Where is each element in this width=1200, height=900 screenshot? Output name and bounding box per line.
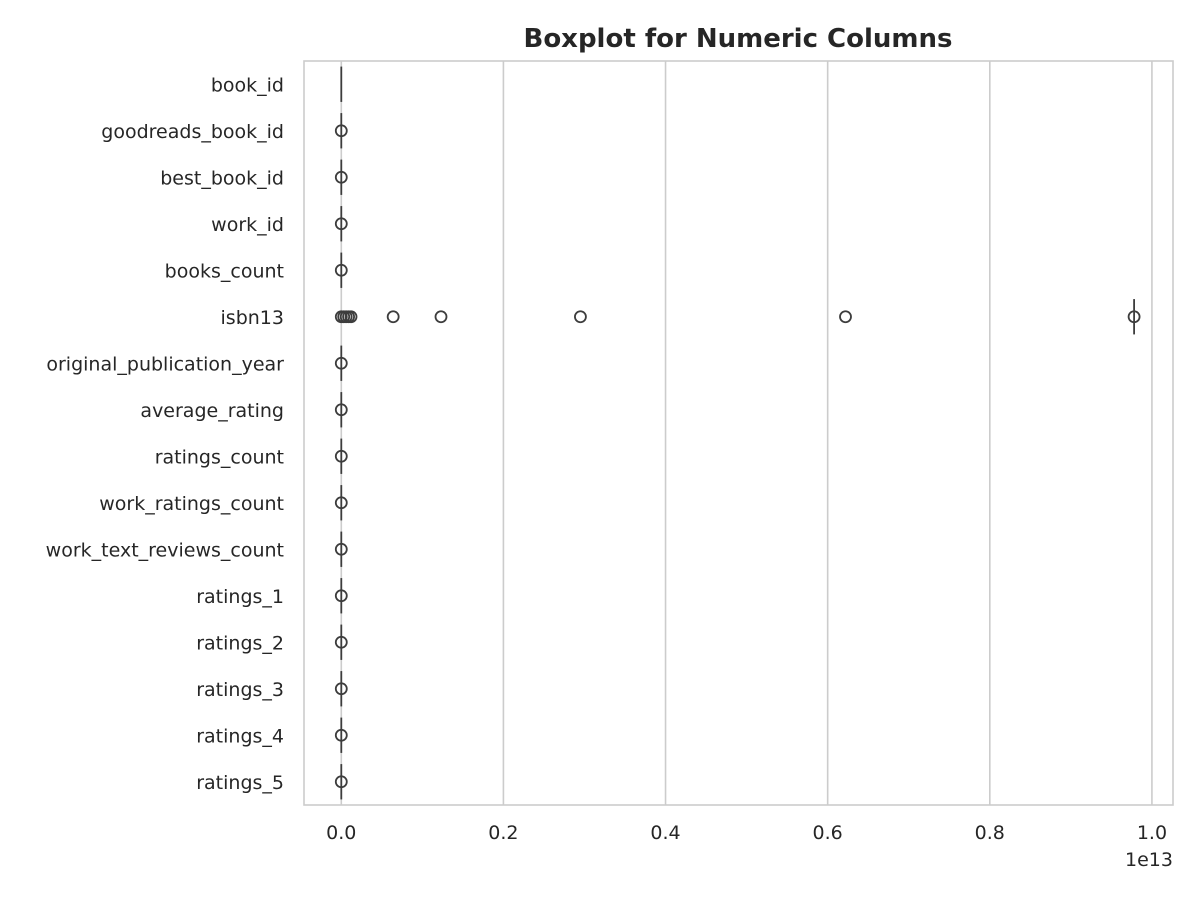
outlier-point [334,403,348,417]
y-tick-label: average_rating [140,400,284,422]
y-tick-label: work_ratings_count [99,493,284,515]
outlier-point [574,310,587,324]
outlier-point [334,356,348,370]
y-tick-label: ratings_5 [196,772,284,794]
outlier-point [334,635,348,649]
y-tick-label: books_count [165,260,284,282]
chart-title: Boxplot for Numeric Columns [524,24,953,54]
y-tick-label: work_id [211,214,284,236]
x-tick-label: 0.4 [650,822,680,844]
x-tick-label: 1.0 [1137,822,1167,844]
y-tick-label: original_publication_year [46,353,284,375]
outlier-point [334,542,348,556]
y-tick-label: best_book_id [160,167,284,189]
outlier-point [839,310,852,324]
outlier-point [334,170,348,184]
plot-frame [303,60,1174,806]
outlier-point [334,449,348,463]
y-tick-label: ratings_count [155,446,284,468]
y-tick-label: ratings_1 [196,586,284,608]
y-tick-label: goodreads_book_id [101,121,284,143]
outlier-point [334,124,348,138]
x-axis: 0.0 0.2 0.4 0.6 0.8 1.0 [326,822,1167,844]
outlier-point [334,263,348,277]
outlier-point [334,775,348,789]
x-tick-label: 0.8 [975,822,1005,844]
outlier-point [334,496,348,510]
outlier-point [334,728,348,742]
y-tick-label: book_id [211,74,284,96]
x-tick-label: 0.6 [813,822,843,844]
y-tick-label: work_text_reviews_count [46,539,284,561]
outlier-point [344,310,358,324]
outlier-point [434,310,448,324]
outlier-point [1127,310,1141,324]
x-tick-label: 0.2 [488,822,518,844]
outlier-point [334,589,348,603]
x-tick-label: 0.0 [326,822,356,844]
y-tick-label: ratings_2 [196,632,284,654]
y-tick-label: isbn13 [221,307,284,329]
plot-marks [334,66,1141,800]
outlier-point [334,217,348,231]
outlier-point [386,310,400,324]
x-axis-offset-label: 1e13 [1125,849,1173,871]
y-tick-label: ratings_4 [196,725,284,747]
y-axis: book_id goodreads_book_id best_book_idwork… [46,74,285,794]
outlier-point [334,682,348,696]
y-tick-label: ratings_3 [196,679,284,701]
